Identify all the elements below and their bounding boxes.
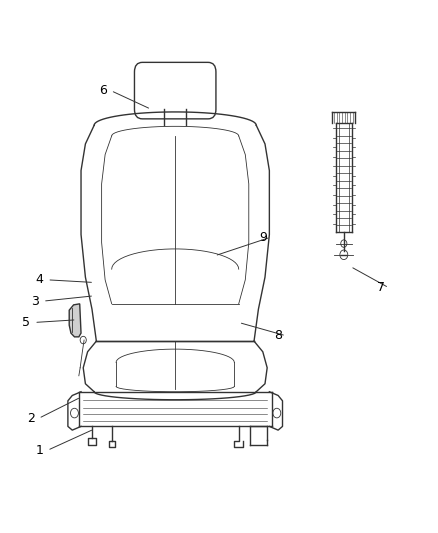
Text: 2: 2 (27, 412, 35, 425)
Text: 7: 7 (377, 281, 385, 294)
Text: 3: 3 (31, 295, 39, 308)
Text: 4: 4 (35, 273, 43, 286)
Text: 9: 9 (259, 231, 267, 244)
Text: 6: 6 (99, 84, 107, 97)
Text: 1: 1 (35, 444, 43, 457)
Text: 5: 5 (22, 316, 30, 329)
Polygon shape (69, 304, 81, 337)
Text: 8: 8 (274, 329, 282, 342)
